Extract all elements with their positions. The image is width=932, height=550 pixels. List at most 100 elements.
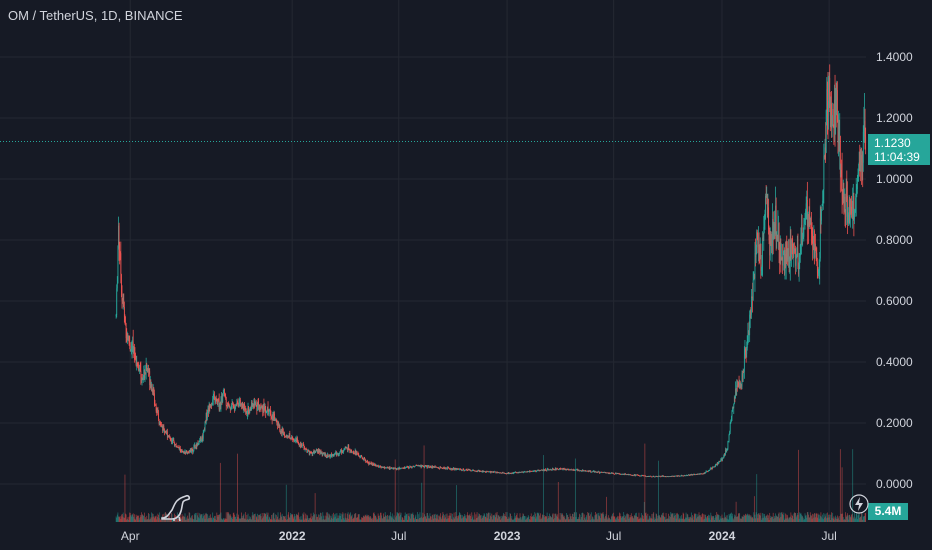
volume-bar [864, 515, 865, 522]
candle-body [457, 468, 459, 470]
candle-body [226, 405, 228, 407]
volume-bar [622, 516, 623, 522]
volume-bar [374, 514, 375, 522]
volume-bar [744, 515, 746, 522]
candle-body [814, 230, 815, 258]
candle-body [248, 410, 250, 413]
candle-body [137, 363, 139, 365]
volume-bar [817, 513, 819, 522]
volume-bar [615, 519, 617, 522]
candle-body [650, 475, 652, 477]
volume-bar [192, 515, 194, 522]
volume-bar [471, 512, 473, 522]
candle-body [834, 99, 836, 129]
volume-bar [428, 518, 430, 522]
volume-bar [421, 518, 423, 522]
candle-body [728, 434, 730, 442]
volume-bar [488, 512, 490, 522]
volume-bar [677, 514, 679, 522]
candle-body [771, 244, 772, 247]
candle-body [541, 469, 543, 471]
volume-bar [387, 515, 389, 522]
volume-bar [471, 517, 473, 522]
candle-body [581, 471, 583, 472]
volume-bar [351, 514, 353, 522]
candle-body [750, 310, 752, 315]
volume-bar [365, 515, 367, 522]
candle-body [740, 385, 742, 387]
candle-body [523, 472, 524, 474]
candle-body [121, 292, 123, 301]
candle-body [676, 475, 678, 477]
volume-bar [723, 519, 725, 522]
candle-body [770, 232, 772, 245]
volume-bar [192, 519, 194, 522]
candle-body [843, 193, 845, 207]
candle-body [779, 250, 781, 264]
candle-body [761, 267, 762, 271]
candle-body [649, 476, 650, 477]
candle-body [184, 451, 185, 454]
candle-body [431, 466, 433, 468]
volume-bar [526, 519, 527, 522]
volume-bar [803, 519, 805, 522]
candle-body [310, 451, 311, 453]
candle-body [267, 406, 269, 412]
volume-bar [410, 514, 412, 522]
candle-body [149, 381, 151, 386]
candle-body [337, 453, 339, 456]
volume-bar [719, 519, 721, 522]
candle-body [572, 469, 573, 471]
volume-bar [231, 517, 232, 522]
volume-bar [846, 513, 848, 522]
candle-body [306, 449, 308, 453]
volume-bar [368, 514, 370, 522]
volume-bar [252, 512, 254, 522]
volume-bar [574, 512, 576, 522]
candle-body [722, 457, 724, 459]
volume-bar [453, 512, 455, 522]
candle-body [401, 467, 403, 469]
candle-body [638, 475, 640, 476]
volume-bar [648, 518, 650, 522]
candle-body [129, 345, 131, 352]
candle-body [368, 462, 370, 465]
lightning-icon[interactable] [849, 494, 869, 514]
candle-body [500, 472, 501, 474]
volume-bar [158, 518, 160, 522]
candle-body [686, 475, 688, 476]
volume-bar [503, 513, 505, 522]
volume-bar [342, 518, 344, 522]
candle-body [331, 454, 333, 458]
tradingview-dino-logo-icon[interactable] [160, 492, 192, 522]
candle-body [162, 426, 164, 431]
candle-body [699, 473, 701, 475]
candle-body [312, 451, 314, 454]
candle-body [718, 461, 720, 463]
volume-bar [439, 517, 441, 522]
candle-body [162, 426, 164, 431]
candle-body [479, 470, 480, 472]
candle-body [188, 452, 189, 454]
candle-body [856, 188, 858, 195]
candle-body [626, 474, 627, 476]
candle-body [368, 462, 370, 465]
candle-body [613, 473, 615, 475]
volume-bar [457, 516, 459, 522]
volume-bar [416, 519, 418, 522]
candle-body [165, 431, 167, 433]
volume-bar [361, 517, 363, 522]
candle-body [543, 469, 544, 471]
candle-body [156, 409, 158, 412]
candle-body [756, 231, 758, 235]
volume-bar [523, 514, 524, 522]
candle-body [650, 476, 652, 478]
volume-bar [511, 516, 513, 522]
candle-body [218, 399, 219, 400]
volume-bar [582, 512, 583, 522]
candle-body [295, 438, 297, 441]
volume-bar [477, 517, 479, 522]
volume-bar [324, 515, 326, 522]
candle-body [737, 382, 739, 387]
